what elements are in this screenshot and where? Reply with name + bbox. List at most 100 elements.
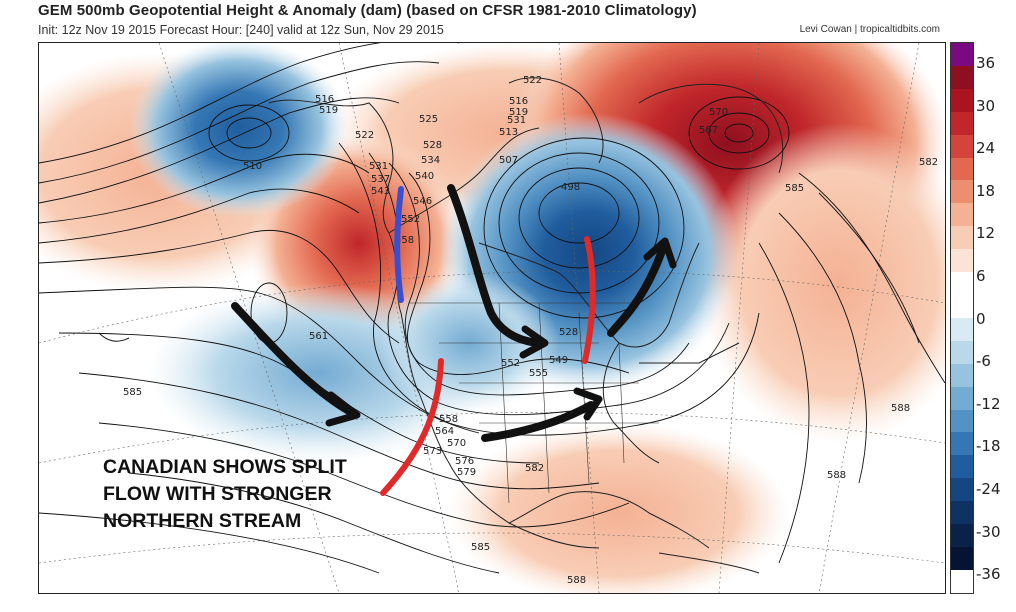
- colorbar-swatch: [951, 363, 973, 387]
- colorbar-swatch: [951, 180, 973, 204]
- colorbar-swatch: [951, 432, 973, 456]
- colorbar-swatch: [951, 134, 973, 158]
- colorbar-tick-label: -24: [976, 480, 1001, 498]
- colorbar-tick-label: -12: [976, 394, 1001, 413]
- contour-label: 582: [919, 157, 938, 168]
- contour-label: 522: [355, 130, 374, 141]
- contour-label: 519: [319, 105, 338, 116]
- colorbar-tick-label: 12: [976, 224, 996, 243]
- contour-label: 522: [523, 75, 542, 86]
- colorbar-swatch: [951, 111, 973, 135]
- pacific-jet-arrowhead: [325, 391, 361, 427]
- flow-arrows: [231, 184, 677, 496]
- contour-label: 549: [549, 355, 568, 366]
- colorbar-swatch: [951, 501, 973, 525]
- contour-label: 510: [243, 161, 262, 172]
- contour-label: 513: [499, 127, 518, 138]
- contour-label: 558: [395, 235, 414, 246]
- contour-label: 498: [561, 182, 580, 193]
- contour-label: 582: [525, 463, 544, 474]
- colorbar-tick-label: 24: [976, 139, 996, 158]
- annotation-line: FLOW WITH STRONGER: [103, 483, 332, 505]
- contour-label: 579: [457, 467, 476, 478]
- colorbar-swatch: [951, 524, 973, 547]
- colorbar-swatch: [951, 157, 973, 181]
- contour-label: 561: [309, 331, 328, 342]
- contour-label: 585: [785, 183, 804, 194]
- coastlines: [98, 77, 784, 574]
- map-canvas: 516 519 522 525 528 531 534 537 540 543 …: [39, 43, 945, 593]
- contour-label: 543: [371, 186, 390, 197]
- contour-label: 555: [529, 368, 548, 379]
- colorbar-swatch: [951, 340, 973, 364]
- colorbar-tick-label: -6: [976, 352, 991, 371]
- northern-stream-arrow: [447, 184, 543, 347]
- east-coast-arrow: [607, 244, 667, 337]
- map-panel: 516 519 522 525 528 531 534 537 540 543 …: [38, 42, 946, 594]
- contour-label: 519: [509, 107, 528, 118]
- colorbar: [950, 42, 974, 594]
- east-coast-arrowhead: [643, 237, 677, 269]
- northern-stream-arrowhead: [519, 325, 549, 359]
- colorbar-tick-label: -30: [976, 522, 1001, 541]
- colorbar-swatch: [951, 203, 973, 227]
- colorbar-swatch: [951, 409, 973, 433]
- colorbar-swatch: [951, 386, 973, 410]
- map-subtitle: Init: 12z Nov 19 2015 Forecast Hour: [24…: [38, 23, 444, 37]
- contour-label: 588: [827, 470, 846, 481]
- contour-label: 534: [421, 155, 440, 166]
- contour-label: 558: [439, 414, 458, 425]
- annotation-line: NORTHERN STREAM: [103, 510, 302, 532]
- colorbar-swatch: [951, 65, 973, 89]
- contour-label: 531: [369, 161, 388, 172]
- contour-label: 573: [423, 446, 442, 457]
- contour-label: 564: [435, 426, 454, 437]
- colorbar-swatch: [951, 249, 973, 273]
- southern-stream-arrowhead: [573, 387, 603, 421]
- contour-label: 585: [471, 542, 490, 553]
- colorbar-swatch: [951, 455, 973, 479]
- contour-label: 525: [419, 114, 438, 125]
- political-borders: [409, 302, 659, 504]
- contour-label: 516: [509, 96, 528, 107]
- colorbar-swatch: [951, 88, 973, 112]
- colorbar-swatch: [951, 272, 973, 295]
- contour-label: 507: [499, 155, 518, 166]
- trough-axis-line-west: [380, 358, 444, 496]
- colorbar-swatch: [951, 226, 973, 250]
- trough-axis-line-east: [582, 236, 596, 364]
- annotation-text: CANADIAN SHOWS SPLIT FLOW WITH STRONGER …: [103, 454, 347, 535]
- contour-label: 540: [415, 171, 434, 182]
- colorbar-tick-label: 6: [976, 267, 986, 285]
- contour-label: 552: [401, 214, 420, 225]
- colorbar-swatch: [951, 43, 973, 66]
- colorbar-swatch: [951, 317, 973, 341]
- colorbar-tick-label: -18: [976, 437, 1001, 456]
- contour-label: 585: [123, 387, 142, 398]
- southern-stream-arrow: [481, 401, 595, 442]
- contour-label: 552: [501, 358, 520, 369]
- colorbar-tick-label: 18: [976, 181, 996, 200]
- map-title: GEM 500mb Geopotential Height & Anomaly …: [38, 2, 697, 19]
- contour-label: 528: [559, 327, 578, 338]
- colorbar-swatch: [951, 294, 973, 318]
- colorbar-tick-label: 30: [976, 96, 996, 115]
- colorbar-tick-label: -36: [976, 565, 1001, 584]
- colorbar-swatch: [951, 478, 973, 502]
- contour-labels: 516 519 522 525 528 531 534 537 540 543 …: [123, 75, 938, 586]
- contour-label: 576: [455, 456, 474, 467]
- contour-label: 528: [423, 140, 442, 151]
- colorbar-tick-label: 0: [976, 309, 986, 328]
- contour-label: 546: [413, 196, 432, 207]
- colorbar-tick-label: 36: [976, 54, 996, 72]
- contour-label: 570: [447, 438, 466, 449]
- contour-label: 516: [315, 94, 334, 105]
- annotation-line: CANADIAN SHOWS SPLIT: [103, 456, 347, 478]
- colorbar-swatch: [951, 546, 973, 570]
- contour-label: 537: [371, 174, 390, 185]
- contour-label: 588: [891, 403, 910, 414]
- contour-label: 570: [709, 107, 728, 118]
- contour-label: 588: [567, 575, 586, 586]
- credit-label: Levi Cowan | tropicaltidbits.com: [799, 24, 940, 35]
- colorbar-swatch: [951, 569, 973, 593]
